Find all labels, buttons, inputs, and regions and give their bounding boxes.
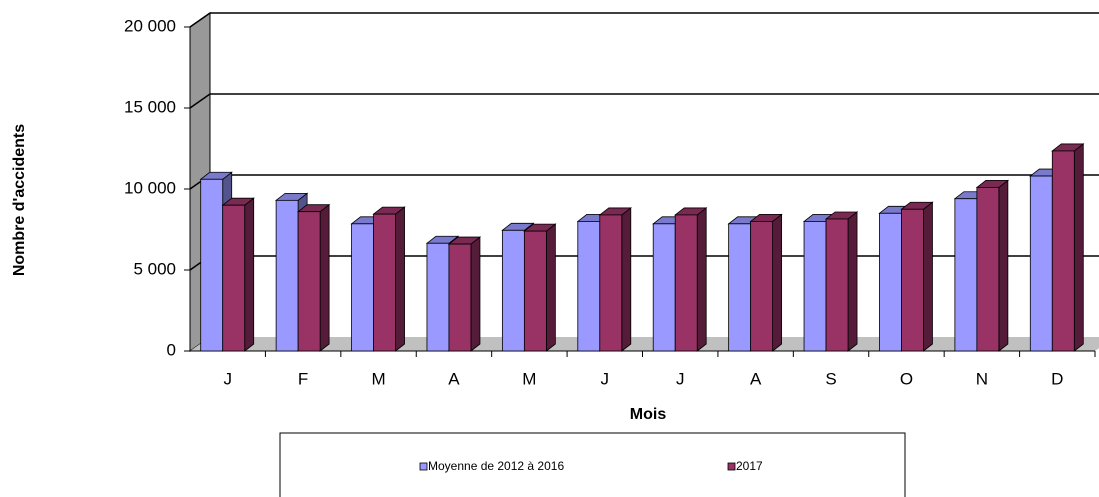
x-tick-label: M bbox=[522, 369, 536, 388]
x-tick-label: A bbox=[448, 369, 460, 388]
bar bbox=[599, 214, 623, 352]
y-tick-label: 20 000 bbox=[124, 16, 176, 35]
x-tick-label: S bbox=[825, 369, 836, 388]
grid-line bbox=[189, 93, 1099, 109]
bar bbox=[1051, 150, 1075, 352]
x-tick-label: D bbox=[1051, 369, 1063, 388]
bar-side bbox=[696, 207, 707, 352]
grid-line bbox=[189, 12, 1099, 28]
bar bbox=[728, 223, 752, 352]
bar bbox=[674, 214, 698, 352]
x-tick-label: M bbox=[371, 369, 385, 388]
x-tick-label: J bbox=[223, 369, 232, 388]
bar bbox=[426, 242, 450, 352]
x-axis-label: Mois bbox=[630, 406, 667, 423]
bar-side bbox=[923, 201, 933, 352]
y-tick-label: 10 000 bbox=[124, 178, 176, 197]
x-tick-label: O bbox=[900, 369, 913, 388]
bar bbox=[222, 204, 246, 352]
bar-side bbox=[847, 211, 858, 352]
x-tick-label: N bbox=[976, 369, 988, 388]
bar bbox=[652, 223, 676, 352]
bar bbox=[523, 230, 547, 352]
y-tick-label: 5 000 bbox=[133, 259, 176, 278]
bar-side bbox=[470, 236, 481, 352]
legend-swatch bbox=[727, 462, 736, 471]
bar-side bbox=[1073, 143, 1084, 352]
bar-side bbox=[998, 179, 1009, 352]
bar-side bbox=[772, 213, 783, 352]
bar bbox=[901, 208, 924, 352]
x-tick-label: F bbox=[298, 369, 308, 388]
bar-side bbox=[244, 197, 255, 352]
bar bbox=[501, 229, 525, 352]
grid-line bbox=[189, 174, 1099, 190]
bar bbox=[373, 213, 396, 352]
bar bbox=[750, 220, 774, 352]
legend-box bbox=[279, 432, 906, 497]
x-tick-label: A bbox=[750, 369, 762, 388]
bar bbox=[879, 212, 902, 352]
legend-label: Moyenne de 2012 à 2016 bbox=[428, 459, 564, 473]
bar bbox=[297, 211, 321, 352]
bar bbox=[803, 220, 827, 352]
y-axis-label: Nombre d'accidents bbox=[11, 124, 28, 276]
x-tick-label: J bbox=[601, 369, 610, 388]
bar bbox=[448, 243, 472, 352]
bar-side bbox=[395, 206, 405, 352]
bar-side bbox=[545, 223, 556, 352]
bar bbox=[976, 186, 1000, 352]
bar bbox=[954, 198, 978, 352]
bar-side bbox=[621, 207, 632, 352]
bar bbox=[825, 218, 849, 352]
bar bbox=[275, 199, 299, 352]
floor bbox=[190, 337, 1099, 351]
bar bbox=[351, 223, 374, 352]
x-tick-label: J bbox=[676, 369, 685, 388]
bar bbox=[577, 220, 601, 352]
bar-side bbox=[319, 203, 330, 352]
legend-swatch bbox=[419, 462, 428, 471]
bar bbox=[1029, 175, 1053, 352]
bar bbox=[200, 178, 224, 352]
legend-label: 2017 bbox=[736, 459, 763, 473]
y-tick-label: 15 000 bbox=[124, 97, 176, 116]
y-tick-label: 0 bbox=[167, 340, 176, 359]
